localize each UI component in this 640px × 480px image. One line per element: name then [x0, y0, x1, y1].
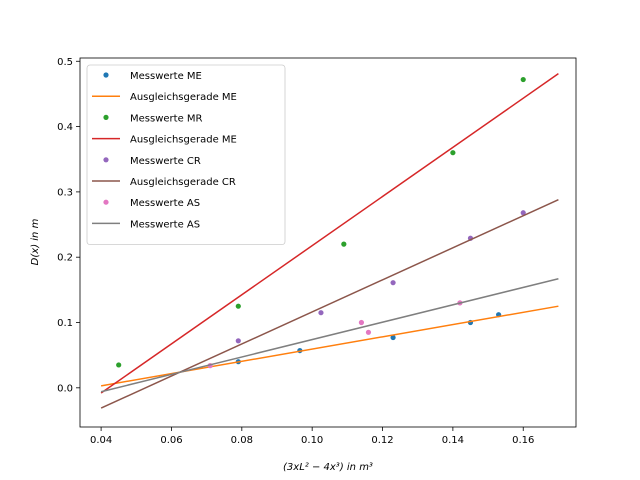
x-tick-label: 0.04: [90, 435, 112, 446]
legend: Messwerte ME Ausgleichsgerade ME Messwerte…: [86, 64, 286, 246]
y-tick-label: 0.3: [57, 187, 73, 198]
legend-entry: Messwerte CR: [103, 156, 201, 167]
data-point: [235, 303, 241, 309]
legend-label: Messwerte ME: [130, 71, 202, 82]
legend-entry: Messwerte AS: [92, 219, 200, 230]
x-tick-label: 0.08: [231, 435, 253, 446]
legend-label: Messwerte AS: [130, 219, 200, 230]
series-layer: [100, 73, 559, 409]
legend-box: [86, 64, 286, 246]
legend-swatch-point: [103, 199, 109, 205]
y-tick-label: 0.0: [57, 383, 73, 394]
data-point: [365, 329, 372, 335]
legend-label: Messwerte AS: [130, 198, 200, 209]
legend-entry: Messwerte MR: [103, 113, 203, 124]
series-7: [100, 278, 559, 393]
legend-label: Messwerte MR: [130, 113, 203, 124]
y-tick-label: 0.4: [57, 122, 73, 133]
data-point: [520, 76, 526, 83]
series-6: [207, 300, 463, 369]
legend-label: Ausgleichsgerade ME: [130, 135, 237, 146]
y-axis: 0.0 0.1 0.2 0.3 0.4 0.5: [57, 57, 80, 394]
legend-swatch-point: [103, 157, 109, 163]
data-point: [390, 334, 396, 341]
data-point: [358, 319, 365, 326]
legend-swatch-point: [103, 72, 109, 78]
fit-line: [100, 73, 559, 394]
x-axis: 0.04 0.06 0.08 0.10 0.12 0.14 0.16: [90, 427, 534, 446]
x-tick-label: 0.12: [371, 435, 393, 446]
x-axis-label: (3xL² − 4x³) in m³: [283, 462, 373, 473]
series-2: [116, 76, 526, 368]
data-point: [520, 210, 526, 216]
legend-entry: Messwerte AS: [103, 198, 200, 209]
legend-entry: Ausgleichsgerade ME: [92, 135, 237, 146]
legend-swatch-point: [103, 114, 109, 120]
legend-entry: Messwerte ME: [103, 71, 202, 82]
x-tick-label: 0.16: [512, 435, 534, 446]
data-point: [341, 241, 347, 247]
data-point: [318, 310, 324, 316]
data-point: [390, 280, 396, 286]
series-3: [100, 73, 559, 394]
plot-frame: [79, 57, 577, 428]
x-tick-label: 0.06: [160, 435, 182, 446]
y-tick-label: 0.1: [57, 318, 73, 329]
data-point: [450, 150, 456, 156]
y-tick-label: 0.2: [57, 253, 73, 264]
fit-line: [100, 278, 559, 393]
x-tick-label: 0.10: [301, 435, 323, 446]
series-4: [235, 210, 526, 344]
y-axis-label: D(x) in m: [30, 218, 41, 265]
y-tick-label: 0.5: [57, 57, 73, 68]
legend-label: Ausgleichsgerade ME: [130, 92, 237, 103]
legend-label: Messwerte CR: [130, 156, 201, 167]
data-point: [235, 338, 241, 344]
legend-label: Ausgleichsgerade CR: [130, 177, 236, 188]
data-point: [116, 362, 122, 368]
legend-entry: Ausgleichsgerade ME: [92, 92, 237, 103]
legend-entry: Ausgleichsgerade CR: [92, 177, 236, 188]
x-tick-label: 0.14: [442, 435, 464, 446]
